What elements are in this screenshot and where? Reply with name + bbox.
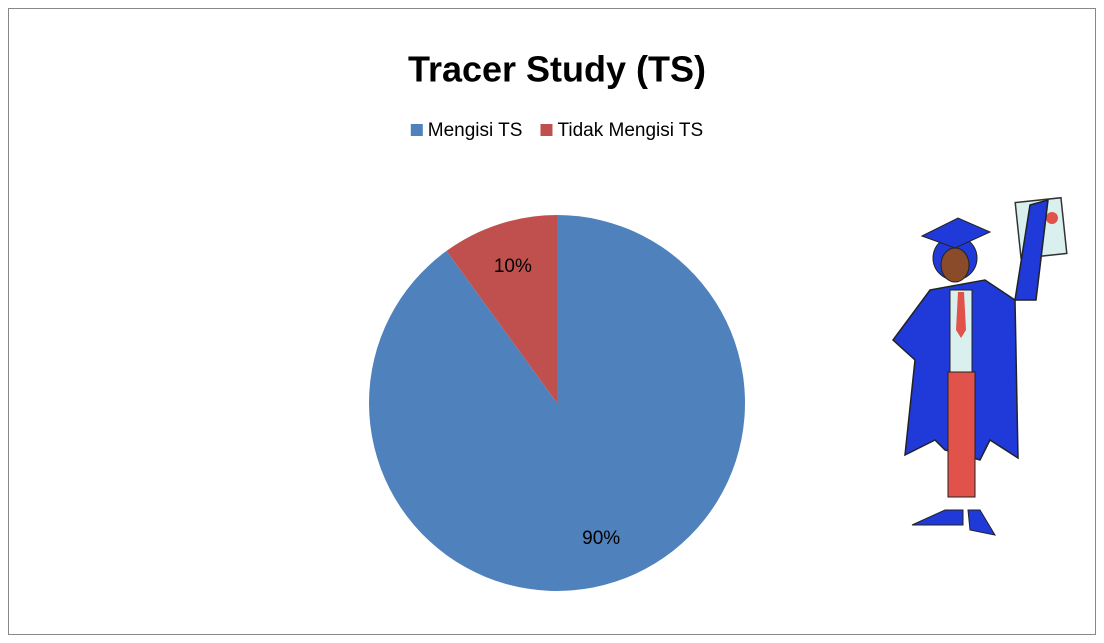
chart: Tracer Study (TS) Mengisi TS Tidak Mengis… (0, 0, 1104, 643)
legend-swatch (540, 124, 552, 136)
trousers (948, 372, 975, 497)
legend-label: Mengisi TS (428, 120, 523, 141)
face (941, 248, 969, 282)
legend: Mengisi TS Tidak Mengisi TS (411, 120, 703, 141)
diploma-seal (1046, 212, 1058, 224)
chart-title: Tracer Study (TS) (408, 49, 706, 90)
data-label: 90% (582, 528, 620, 549)
legend-label: Tidak Mengisi TS (557, 120, 703, 141)
pie: 90% 10% (369, 215, 745, 591)
data-label: 10% (494, 256, 532, 277)
legend-swatch (411, 124, 423, 136)
